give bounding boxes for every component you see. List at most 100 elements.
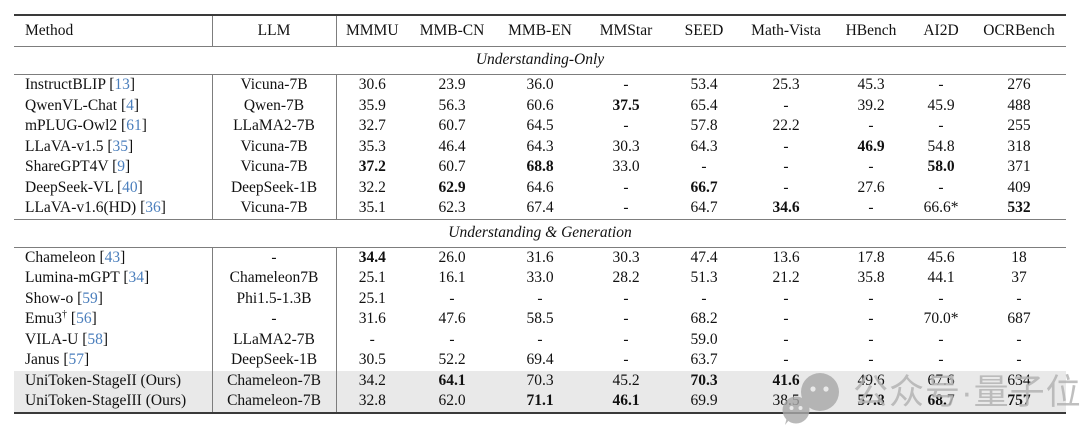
value-cell: 44.1 xyxy=(927,269,955,286)
value-cell: 35.1 xyxy=(358,199,386,216)
value-cell: 64.3 xyxy=(526,137,554,155)
value-cell: 34.2 xyxy=(358,371,386,389)
method-cell: Janus [57] xyxy=(14,350,213,371)
citation-link[interactable]: 61 xyxy=(126,117,142,134)
value-cell: 47.6 xyxy=(438,310,466,327)
value-cell: 25.1 xyxy=(358,289,386,307)
value-cell: 59.0 xyxy=(690,330,718,348)
value-cell: 64.1 xyxy=(438,371,466,389)
value-cell: - xyxy=(1016,351,1022,368)
llm-cell: LLaMA2-7B xyxy=(212,116,337,137)
value-cell: 64.6 xyxy=(526,178,554,196)
value-cell: - xyxy=(783,178,789,196)
table-row: Chameleon [43] - 34.4 26.0 31.6 30.3 47.4 13.6 1… xyxy=(14,247,1066,268)
value-cell: 68.7 xyxy=(927,392,955,409)
method-superscript: † xyxy=(62,309,68,320)
value-cell: 58.5 xyxy=(526,310,554,327)
value-cell: 47.4 xyxy=(690,248,718,266)
value-cell: 37.2 xyxy=(358,158,386,175)
column-header-math-vista: Math-Vista xyxy=(740,15,832,47)
citation-link[interactable]: 58 xyxy=(87,330,103,348)
table-row: Show-o [59] Phi1.5-1.3B 25.1 - - - - - - - - xyxy=(14,288,1066,309)
method-cell: QwenVL-Chat [4] xyxy=(14,95,213,116)
value-cell: 70.0* xyxy=(923,310,959,327)
method-name: Janus xyxy=(25,351,60,368)
table-row: UniToken-StageII (Ours) Chameleon-7B 34.2 6… xyxy=(14,370,1066,391)
method-name: ShareGPT4V xyxy=(25,158,109,175)
method-name: InstructBLIP xyxy=(25,76,106,93)
citation-link[interactable]: 40 xyxy=(122,178,138,196)
table-row: VILA-U [58] LLaMA2-7B - - - - 59.0 - - - - xyxy=(14,329,1066,350)
citation-link[interactable]: 43 xyxy=(104,248,121,266)
method-cell: LLaVA-v1.6(HD) [36] xyxy=(14,198,213,219)
citation-link[interactable]: 34 xyxy=(128,269,144,286)
citation-link[interactable]: 59 xyxy=(82,289,98,307)
value-cell: 39.2 xyxy=(857,96,885,114)
value-cell: 60.7 xyxy=(438,117,466,134)
value-cell: 27.6 xyxy=(857,178,885,196)
value-cell: 757 xyxy=(1007,392,1031,409)
value-cell: 31.6 xyxy=(358,310,386,327)
value-cell: - xyxy=(623,76,629,93)
section-title-row: Understanding & Generation xyxy=(14,218,1066,248)
value-cell: - xyxy=(623,330,629,348)
method-cell: UniToken-StageIII (Ours) xyxy=(14,391,213,413)
value-cell: - xyxy=(1016,330,1022,348)
value-cell: 18 xyxy=(1011,248,1027,266)
llm-cell: DeepSeek-1B xyxy=(212,350,337,371)
value-cell: 67.4 xyxy=(526,199,554,216)
value-cell: - xyxy=(938,76,944,93)
value-cell: 13.6 xyxy=(772,248,800,266)
value-cell: 56.3 xyxy=(438,96,466,114)
value-cell: 16.1 xyxy=(438,269,466,286)
method-name: VILA-U xyxy=(25,330,79,348)
value-cell: 69.9 xyxy=(690,392,718,409)
method-name: UniToken-StageIII (Ours) xyxy=(25,392,187,409)
value-cell: 62.3 xyxy=(438,199,466,216)
llm-cell: Vicuna-7B xyxy=(212,136,337,157)
value-cell: - xyxy=(537,330,543,348)
value-cell: 25.1 xyxy=(358,269,386,286)
llm-cell: Chameleon7B xyxy=(212,268,337,289)
value-cell: - xyxy=(868,117,874,134)
value-cell: - xyxy=(783,137,789,155)
column-header-method: Method xyxy=(14,15,213,47)
value-cell: 58.0 xyxy=(927,158,955,175)
table-row: LLaVA-v1.5 [35] Vicuna-7B 35.3 46.4 64.3 30.3… xyxy=(14,136,1066,157)
value-cell: 66.6* xyxy=(923,199,959,216)
value-cell: 35.9 xyxy=(358,96,386,114)
value-cell: 52.2 xyxy=(438,351,466,368)
value-cell: 54.8 xyxy=(927,137,955,155)
table-row: DeepSeek-VL [40] DeepSeek-1B 32.2 62.9 64.6 -… xyxy=(14,177,1066,198)
value-cell: 409 xyxy=(1007,178,1031,196)
column-header-mmb-en: MMB-EN xyxy=(496,15,584,47)
benchmark-table-wrap: Method LLM MMMU MMB-CN MMB-EN MMStar SEED Math-… xyxy=(14,14,1066,414)
citation-link[interactable]: 56 xyxy=(76,310,92,327)
method-cell: ShareGPT4V [9] xyxy=(14,157,213,178)
value-cell: 70.3 xyxy=(526,371,554,389)
citation-link[interactable]: 9 xyxy=(117,158,126,175)
method-cell: mPLUG-Owl2 [61] xyxy=(14,116,213,137)
citation-link[interactable]: 35 xyxy=(112,137,129,155)
citation-link[interactable]: 57 xyxy=(68,351,85,368)
citation-link[interactable]: 4 xyxy=(126,96,134,114)
column-header-ocrbench: OCRBench xyxy=(972,15,1066,47)
value-cell: 57.8 xyxy=(857,392,885,409)
value-cell: 71.1 xyxy=(526,392,554,409)
value-cell: 276 xyxy=(1007,76,1031,93)
method-name: QwenVL-Chat xyxy=(25,96,118,114)
value-cell: 67.6 xyxy=(927,371,955,389)
value-cell: 45.9 xyxy=(927,96,955,114)
value-cell: 687 xyxy=(1007,310,1031,327)
citation-link[interactable]: 13 xyxy=(114,76,130,93)
method-cell: DeepSeek-VL [40] xyxy=(14,177,213,198)
value-cell: - xyxy=(868,158,874,175)
value-cell: - xyxy=(783,351,789,368)
value-cell: 49.6 xyxy=(857,371,885,389)
llm-cell: LLaMA2-7B xyxy=(212,329,337,350)
value-cell: - xyxy=(369,330,375,348)
citation-link[interactable]: 36 xyxy=(145,199,161,216)
method-name: Chameleon xyxy=(25,248,96,266)
llm-cell: Vicuna-7B xyxy=(212,198,337,219)
column-header-mmb-cn: MMB-CN xyxy=(408,15,496,47)
